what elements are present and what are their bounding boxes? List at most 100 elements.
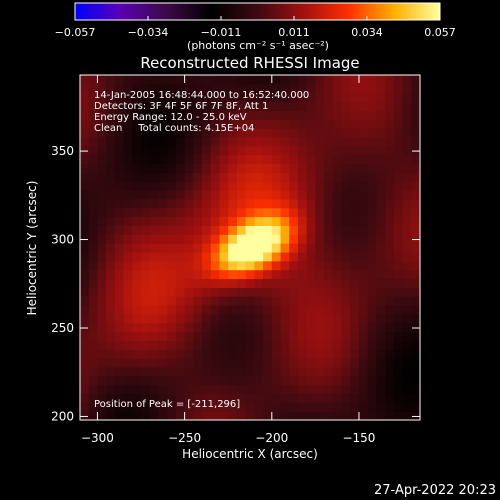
- heatmap-cell: [97, 402, 107, 412]
- heatmap-cell: [149, 296, 160, 306]
- heatmap-cell: [245, 305, 255, 315]
- heatmap-cell: [376, 110, 386, 120]
- colorbar-ticks: −0.057 −0.034 −0.011 0.011 0.034 0.057: [55, 16, 456, 39]
- heatmap-cell: [167, 358, 177, 368]
- heatmap-cell: [263, 331, 273, 341]
- heatmap-cell: [332, 358, 343, 368]
- heatmap-cell: [219, 278, 229, 288]
- heatmap-cell: [315, 190, 325, 200]
- heatmap-cell: [289, 101, 299, 111]
- heatmap-cell: [106, 83, 116, 94]
- heatmap-cell: [132, 251, 142, 262]
- heatmap-cell: [88, 225, 99, 235]
- heatmap-cell: [263, 119, 273, 129]
- heatmap-cell: [114, 110, 125, 120]
- heatmap-cell: [289, 128, 299, 138]
- heatmap-cell: [228, 402, 238, 412]
- heatmap-cell: [80, 190, 90, 200]
- heatmap-cell: [210, 163, 221, 173]
- heatmap-cell: [114, 402, 125, 412]
- heatmap-cell: [114, 331, 125, 341]
- heatmap-cell: [175, 119, 186, 129]
- heatmap-cell: [385, 181, 395, 191]
- heatmap-cell: [228, 75, 238, 85]
- heatmap-cell: [80, 296, 90, 306]
- heatmap-cell: [402, 119, 412, 129]
- heatmap-cell: [332, 110, 343, 120]
- heatmap-cell: [271, 402, 282, 412]
- heatmap-cell: [297, 296, 308, 306]
- heatmap-cell: [184, 75, 194, 85]
- heatmap-cell: [245, 411, 255, 420]
- heatmap-cell: [219, 296, 229, 306]
- heatmap-cell: [263, 128, 273, 138]
- heatmap-cell: [228, 172, 238, 182]
- heatmap-cell: [358, 136, 369, 147]
- heatmap-cell: [306, 287, 316, 297]
- heatmap-cell: [367, 269, 378, 280]
- heatmap-cell: [175, 251, 186, 262]
- heatmap-cell: [184, 92, 194, 103]
- heatmap-cell: [341, 207, 351, 218]
- heatmap-cell: [106, 136, 116, 147]
- heatmap-cell: [367, 163, 378, 173]
- heatmap-cell: [132, 269, 142, 280]
- heatmap-cell: [367, 92, 378, 103]
- heatmap-cell: [402, 331, 412, 341]
- heatmap-cell: [289, 402, 299, 412]
- heatmap-cell: [402, 393, 412, 403]
- heatmap-cell: [324, 411, 334, 420]
- heatmap-cell: [88, 366, 99, 377]
- heatmap-cell: [80, 313, 90, 324]
- heatmap-cell: [297, 216, 308, 226]
- y-tick-label: 300: [51, 233, 74, 247]
- heatmap-cell: [149, 163, 160, 173]
- heatmap-cell: [350, 145, 360, 156]
- heatmap-cell: [158, 287, 168, 297]
- heatmap-cell: [245, 110, 255, 120]
- heatmap-cell: [385, 234, 395, 244]
- heatmap-cell: [202, 269, 212, 280]
- heatmap-cell: [97, 287, 107, 297]
- heatmap-cell: [167, 322, 177, 333]
- heatmap-cell: [184, 375, 194, 386]
- heatmap-cell: [88, 322, 99, 333]
- heatmap-cell: [141, 411, 151, 420]
- peak-position-label: Position of Peak = [-211,296]: [94, 399, 240, 410]
- heatmap-cell: [402, 207, 412, 218]
- heatmap-cell: [341, 411, 351, 420]
- heatmap-cell: [271, 322, 282, 333]
- heatmap-cell: [341, 136, 351, 147]
- heatmap-cell: [280, 269, 290, 280]
- heatmap-cell: [80, 128, 90, 138]
- heatmap-cell: [367, 375, 378, 386]
- heatmap-cell: [106, 340, 116, 350]
- heatmap-cell: [210, 313, 221, 324]
- heatmap-cell: [376, 349, 386, 359]
- heatmap-cell: [132, 136, 142, 147]
- heatmap-cell: [358, 83, 369, 94]
- heatmap-cell: [219, 393, 229, 403]
- heatmap-cell: [97, 251, 107, 262]
- heatmap-cell: [132, 75, 142, 85]
- heatmap-cell: [202, 358, 212, 368]
- heatmap-cell: [141, 287, 151, 297]
- heatmap-cell: [219, 322, 229, 333]
- heatmap-cell: [236, 340, 247, 350]
- heatmap-cell: [263, 136, 273, 147]
- heatmap-cell: [202, 172, 212, 182]
- heatmap-cell: [167, 331, 177, 341]
- heatmap-cell: [367, 75, 378, 85]
- heatmap-cell: [367, 119, 378, 129]
- heatmap-cell: [202, 296, 212, 306]
- heatmap-cell: [158, 181, 168, 191]
- heatmap-cell: [175, 358, 186, 368]
- heatmap-cell: [193, 128, 203, 138]
- heatmap-cell: [106, 92, 116, 103]
- annotation-detectors: Detectors: 3F 4F 5F 6F 7F 8F, Att 1: [94, 101, 268, 112]
- heatmap-cell: [88, 92, 99, 103]
- heatmap-cell: [402, 101, 412, 111]
- heatmap-cell: [210, 207, 221, 218]
- heatmap-cell: [88, 83, 99, 94]
- heatmap-cell: [341, 358, 351, 368]
